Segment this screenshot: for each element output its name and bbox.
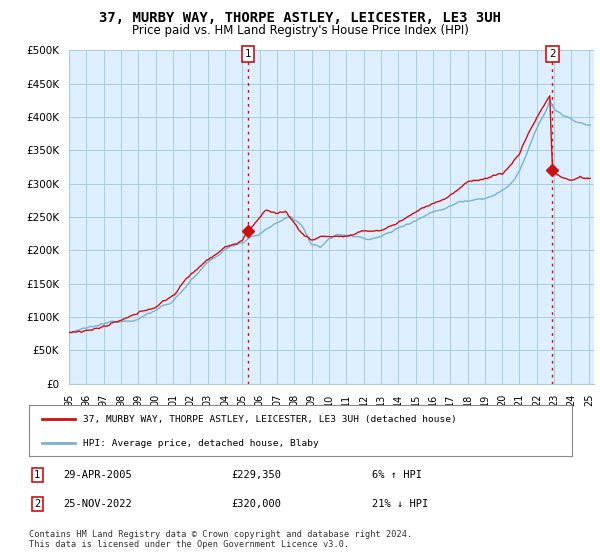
Text: 2: 2 bbox=[34, 499, 40, 509]
Text: Contains HM Land Registry data © Crown copyright and database right 2024.
This d: Contains HM Land Registry data © Crown c… bbox=[29, 530, 412, 549]
Text: 37, MURBY WAY, THORPE ASTLEY, LEICESTER, LE3 3UH: 37, MURBY WAY, THORPE ASTLEY, LEICESTER,… bbox=[99, 11, 501, 25]
Text: 6% ↑ HPI: 6% ↑ HPI bbox=[372, 470, 422, 480]
Text: £320,000: £320,000 bbox=[231, 499, 281, 509]
Text: HPI: Average price, detached house, Blaby: HPI: Average price, detached house, Blab… bbox=[83, 438, 319, 447]
Text: 21% ↓ HPI: 21% ↓ HPI bbox=[372, 499, 428, 509]
Text: 25-NOV-2022: 25-NOV-2022 bbox=[63, 499, 132, 509]
Text: 2: 2 bbox=[549, 49, 556, 59]
Text: 37, MURBY WAY, THORPE ASTLEY, LEICESTER, LE3 3UH (detached house): 37, MURBY WAY, THORPE ASTLEY, LEICESTER,… bbox=[83, 415, 457, 424]
Text: £229,350: £229,350 bbox=[231, 470, 281, 480]
Text: 1: 1 bbox=[34, 470, 40, 480]
Text: Price paid vs. HM Land Registry's House Price Index (HPI): Price paid vs. HM Land Registry's House … bbox=[131, 24, 469, 37]
Text: 29-APR-2005: 29-APR-2005 bbox=[63, 470, 132, 480]
Text: 1: 1 bbox=[245, 49, 251, 59]
